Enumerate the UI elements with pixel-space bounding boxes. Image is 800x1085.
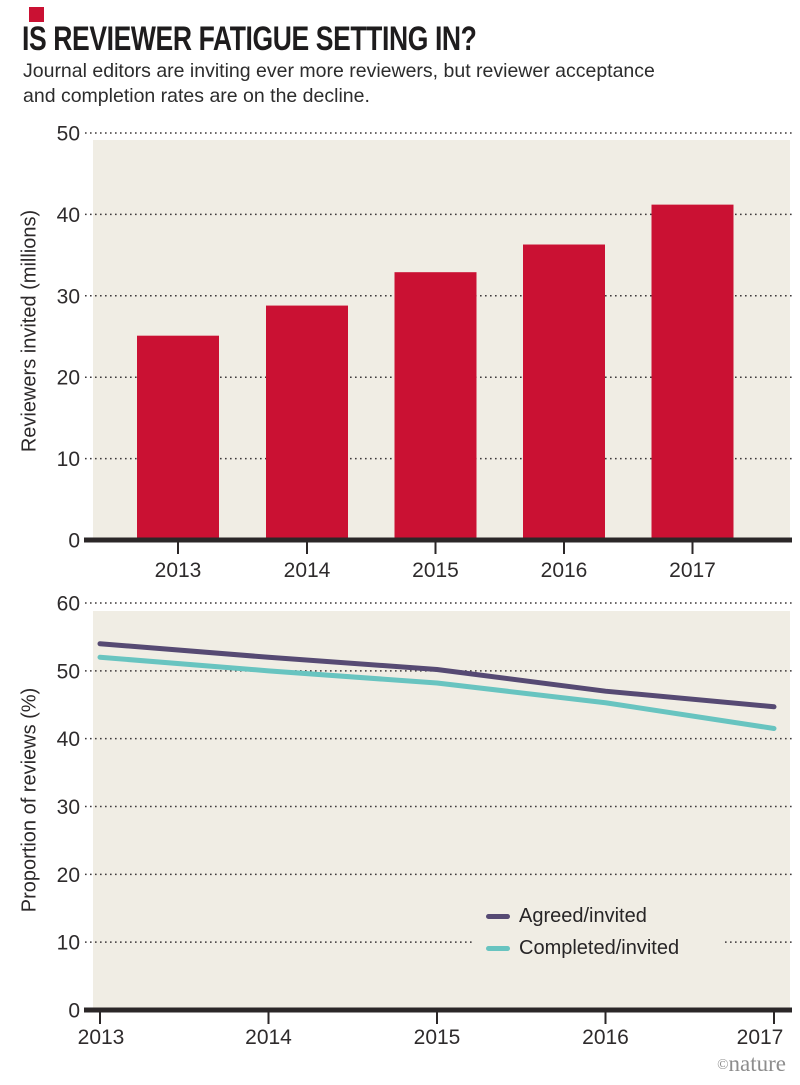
agreed-line-swatch-icon xyxy=(486,914,510,919)
line-y-tick-label: 60 xyxy=(57,593,80,616)
bar-x-tick-label: 2014 xyxy=(284,559,331,582)
line-x-tick-label: 2015 xyxy=(414,1026,461,1049)
bar-y-tick-label: 40 xyxy=(57,204,80,227)
bar-y-tick-label: 50 xyxy=(57,123,80,146)
bar-2014 xyxy=(266,305,348,540)
legend-row-agreed: Agreed/invited xyxy=(486,905,722,928)
bar-x-tick-label: 2013 xyxy=(155,559,202,582)
legend: Agreed/invited Completed/invited xyxy=(472,901,722,966)
legend-row-completed: Completed/invited xyxy=(486,937,722,960)
subtitle-line-2: and completion rates are on the decline. xyxy=(23,85,370,107)
bar-x-tick-label: 2015 xyxy=(412,559,459,582)
bar-y-tick-label: 10 xyxy=(57,448,80,471)
line-x-tick-label: 2016 xyxy=(582,1026,629,1049)
line-y-tick-label: 40 xyxy=(57,728,80,751)
bar-y-tick-label: 20 xyxy=(57,367,80,390)
bar-x-tick-label: 2017 xyxy=(669,559,716,582)
line-y-tick-label: 10 xyxy=(57,932,80,955)
x-axis-line xyxy=(84,1007,792,1013)
completed-line-swatch-icon xyxy=(486,946,510,951)
series-line-agreed-invited xyxy=(97,641,777,710)
line-y-tick-label: 0 xyxy=(68,1000,80,1023)
bar-x-tick-label: 2016 xyxy=(541,559,588,582)
line-x-tick-label: 2013 xyxy=(78,1026,125,1049)
series-line-completed-invited xyxy=(97,654,777,731)
subtitle-line-1: Journal editors are inviting ever more r… xyxy=(23,60,655,82)
line-x-tick-label: 2017 xyxy=(737,1026,784,1049)
bar-y-tick-label: 0 xyxy=(68,530,80,553)
line-x-tick-label: 2014 xyxy=(245,1026,292,1049)
bar-2016 xyxy=(523,244,605,540)
nature-watermark: ©nature xyxy=(0,1051,786,1077)
x-axis-line xyxy=(84,537,792,543)
line-y-tick-label: 20 xyxy=(57,864,80,887)
copyright-symbol: © xyxy=(717,1057,729,1073)
page-title: IS REVIEWER FATIGUE SETTING IN? xyxy=(22,20,477,58)
nature-red-square-icon xyxy=(29,7,44,22)
legend-label-agreed: Agreed/invited xyxy=(519,905,647,927)
line-y-tick-label: 30 xyxy=(57,796,80,819)
bar-2017 xyxy=(651,204,734,540)
legend-label-completed: Completed/invited xyxy=(519,937,680,959)
bar-2013 xyxy=(137,335,219,540)
bar-2015 xyxy=(394,272,477,540)
brand-name: nature xyxy=(728,1051,786,1076)
bar-y-tick-label: 30 xyxy=(57,285,80,308)
line-y-tick-label: 50 xyxy=(57,660,80,683)
page-subtitle: Journal editors are inviting ever more r… xyxy=(23,59,655,109)
